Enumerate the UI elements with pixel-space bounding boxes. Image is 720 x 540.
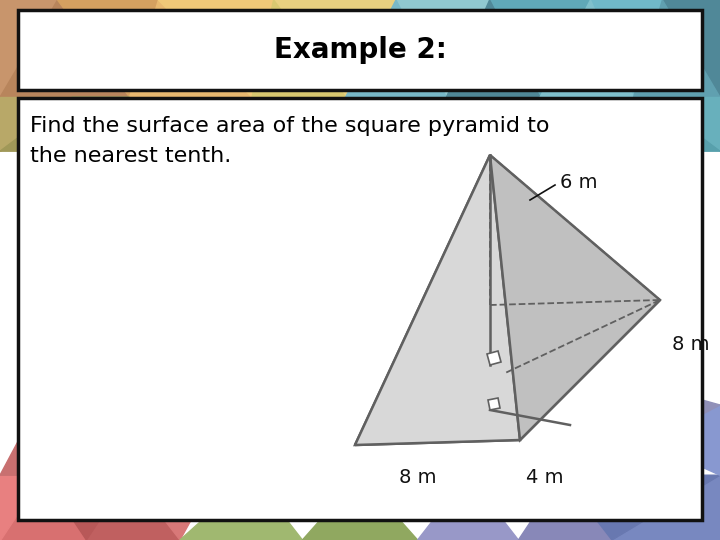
Polygon shape xyxy=(634,97,720,151)
Polygon shape xyxy=(252,0,346,97)
Polygon shape xyxy=(590,0,662,97)
Polygon shape xyxy=(0,0,58,97)
Polygon shape xyxy=(302,475,418,540)
Text: 4 m: 4 m xyxy=(526,468,564,487)
Polygon shape xyxy=(487,351,501,365)
Polygon shape xyxy=(612,475,720,540)
Polygon shape xyxy=(355,155,520,445)
Polygon shape xyxy=(72,97,130,151)
Polygon shape xyxy=(355,155,490,445)
Polygon shape xyxy=(562,475,720,540)
Polygon shape xyxy=(43,475,130,540)
Polygon shape xyxy=(634,0,720,97)
Text: 8 m: 8 m xyxy=(400,468,437,487)
Polygon shape xyxy=(396,0,490,97)
Polygon shape xyxy=(0,97,72,151)
Polygon shape xyxy=(490,155,660,440)
Polygon shape xyxy=(488,398,500,410)
Text: Find the surface area of the square pyramid to
the nearest tenth.: Find the surface area of the square pyra… xyxy=(30,116,549,166)
Polygon shape xyxy=(0,0,130,97)
Polygon shape xyxy=(418,475,518,540)
Polygon shape xyxy=(346,0,446,97)
Polygon shape xyxy=(58,0,158,97)
Polygon shape xyxy=(29,367,86,421)
Text: 8 m: 8 m xyxy=(672,335,709,354)
Polygon shape xyxy=(518,475,612,540)
Polygon shape xyxy=(648,389,720,443)
Polygon shape xyxy=(158,0,274,97)
Polygon shape xyxy=(540,0,634,97)
Polygon shape xyxy=(180,475,302,540)
Text: 6 m: 6 m xyxy=(560,172,598,192)
Polygon shape xyxy=(86,367,144,421)
Polygon shape xyxy=(86,475,180,540)
Text: Example 2:: Example 2: xyxy=(274,36,446,64)
Polygon shape xyxy=(0,421,43,475)
Polygon shape xyxy=(130,475,216,540)
Polygon shape xyxy=(662,0,720,97)
Polygon shape xyxy=(252,421,360,475)
Polygon shape xyxy=(355,300,660,445)
Polygon shape xyxy=(274,0,396,97)
Polygon shape xyxy=(43,421,130,475)
Polygon shape xyxy=(0,475,86,540)
Polygon shape xyxy=(446,0,540,97)
FancyBboxPatch shape xyxy=(18,98,702,520)
Polygon shape xyxy=(130,0,252,97)
Polygon shape xyxy=(648,405,720,475)
Polygon shape xyxy=(0,475,43,540)
Polygon shape xyxy=(490,0,590,97)
Polygon shape xyxy=(468,421,562,475)
Polygon shape xyxy=(0,97,108,151)
FancyBboxPatch shape xyxy=(18,10,702,90)
Polygon shape xyxy=(648,97,720,151)
